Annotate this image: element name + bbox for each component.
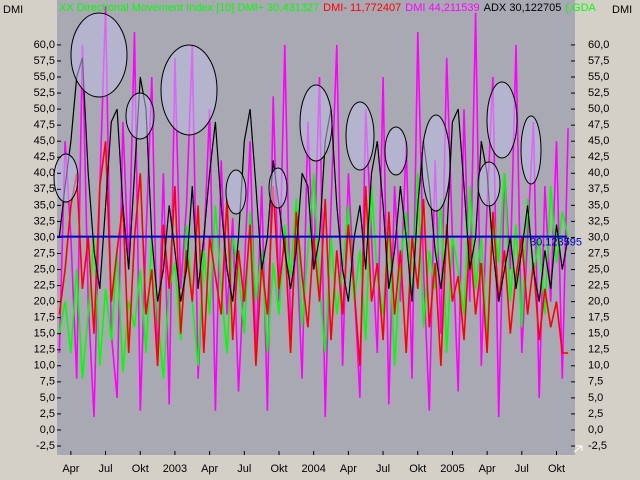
annotation-ellipse <box>421 114 451 212</box>
reference-label: 30,123595 <box>530 237 582 249</box>
annotation-ellipse <box>125 92 155 140</box>
y-tick-label: 5,0 <box>40 392 55 404</box>
x-tick-label: Apr <box>201 463 218 475</box>
y-tick-label: 50,0 <box>34 103 55 115</box>
annotation-ellipse <box>486 81 518 159</box>
y-tick-label: 52,5 <box>588 87 609 99</box>
x-tick-label: Apr <box>340 463 357 475</box>
x-tick-label: 2005 <box>440 463 464 475</box>
y-tick-label: 45,0 <box>34 135 55 147</box>
annotation-ellipse <box>268 167 288 209</box>
x-tick-label: Jul <box>376 463 390 475</box>
y-tick-label: 27,5 <box>588 247 609 259</box>
y-tick-label: 30,0 <box>34 231 55 243</box>
y-tick-label: 55,0 <box>34 71 55 83</box>
y-tick-label: 55,0 <box>588 71 609 83</box>
y-tick-label: 47,5 <box>34 119 55 131</box>
y-tick-label: 15,0 <box>588 328 609 340</box>
title-part: DMI 44,211539 <box>405 2 479 14</box>
y-tick-label: 50,0 <box>588 103 609 115</box>
y-tick-label: 25,0 <box>34 263 55 275</box>
annotation-ellipse <box>384 126 408 176</box>
y-tick-label: 32,5 <box>34 215 55 227</box>
title-part: XX Directional Movement Index [10] DMI+ … <box>59 2 319 14</box>
y-tick-label: 25,0 <box>588 263 609 275</box>
y-tick-label: 42,5 <box>588 151 609 163</box>
annotation-ellipse <box>345 101 375 171</box>
x-tick-label: 2003 <box>163 463 187 475</box>
y-axis-label-right: DMI <box>612 4 632 16</box>
annotation-ellipse <box>299 84 333 162</box>
x-tick-label: Apr <box>479 463 496 475</box>
y-tick-label: 47,5 <box>588 119 609 131</box>
chart-title: XX Directional Movement Index [10] DMI+ … <box>59 2 597 14</box>
y-tick-label: 32,5 <box>588 215 609 227</box>
x-tick-label: Jul <box>99 463 113 475</box>
y-tick-label: 57,5 <box>588 55 609 67</box>
y-tick-label: 22,5 <box>34 279 55 291</box>
y-tick-label: 10,0 <box>588 360 609 372</box>
title-part: (.GDA <box>565 2 596 14</box>
y-axis-label-left: DMI <box>3 4 23 16</box>
annotation-ellipse <box>160 44 218 136</box>
y-tick-label: 17,5 <box>34 312 55 324</box>
y-tick-label: 30,0 <box>588 231 609 243</box>
x-tick-label: Jul <box>515 463 529 475</box>
y-tick-label: 2,5 <box>40 408 55 420</box>
y-tick-label: 17,5 <box>588 312 609 324</box>
y-tick-label: 7,5 <box>40 376 55 388</box>
y-tick-label: 0,0 <box>40 424 55 436</box>
x-tick-label: Okt <box>270 463 287 475</box>
annotation-ellipse <box>225 169 247 215</box>
y-tick-label: 35,0 <box>34 199 55 211</box>
y-tick-label: 37,5 <box>588 183 609 195</box>
y-tick-label: 60,0 <box>588 39 609 51</box>
annotation-ellipse <box>70 12 128 98</box>
y-tick-label: 22,5 <box>588 279 609 291</box>
y-tick-label: 40,0 <box>588 167 609 179</box>
y-tick-label: 40,0 <box>34 167 55 179</box>
y-tick-label: 35,0 <box>588 199 609 211</box>
title-part: ADX 30,122705 <box>484 2 562 14</box>
annotation-ellipse <box>53 153 79 203</box>
y-tick-label: 20,0 <box>34 296 55 308</box>
y-tick-label: -2,5 <box>588 440 607 452</box>
y-tick-label: 12,5 <box>588 344 609 356</box>
y-tick-label: 57,5 <box>34 55 55 67</box>
annotation-ellipse <box>477 161 501 207</box>
title-part: DMI- 11,772407 <box>323 2 401 14</box>
y-tick-label: -2,5 <box>36 440 55 452</box>
x-tick-label: Okt <box>132 463 149 475</box>
y-tick-label: 42,5 <box>34 151 55 163</box>
x-tick-label: Jul <box>237 463 251 475</box>
x-tick-label: Okt <box>409 463 426 475</box>
y-tick-label: 0,0 <box>588 424 603 436</box>
annotations <box>53 12 542 215</box>
y-tick-label: 12,5 <box>34 344 55 356</box>
y-tick-label: 10,0 <box>34 360 55 372</box>
series-line <box>58 173 569 379</box>
y-tick-label: 60,0 <box>34 39 55 51</box>
x-tick-label: Okt <box>548 463 565 475</box>
y-tick-label: 27,5 <box>34 247 55 259</box>
corner-icon <box>573 445 583 453</box>
annotation-ellipse <box>520 115 542 185</box>
y-tick-label: 2,5 <box>588 408 603 420</box>
y-tick-label: 45,0 <box>588 135 609 147</box>
x-tick-label: 2004 <box>301 463 325 475</box>
y-tick-label: 15,0 <box>34 328 55 340</box>
y-tick-label: 20,0 <box>588 296 609 308</box>
y-tick-label: 52,5 <box>34 87 55 99</box>
y-tick-label: 37,5 <box>34 183 55 195</box>
y-tick-label: 5,0 <box>588 392 603 404</box>
y-tick-label: 7,5 <box>588 376 603 388</box>
x-tick-label: Apr <box>62 463 79 475</box>
